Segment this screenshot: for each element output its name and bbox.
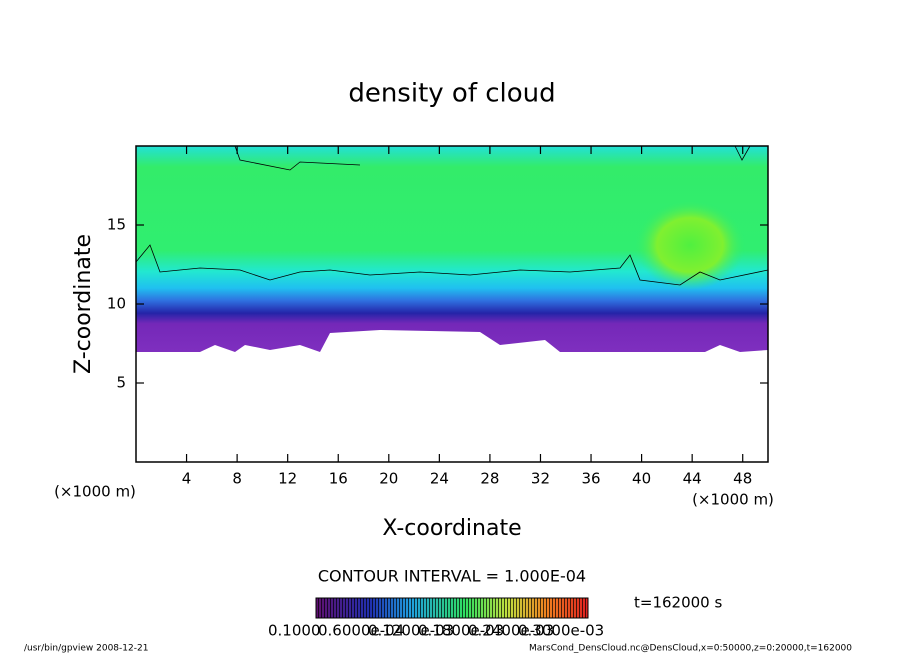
x-tick-label: 40 xyxy=(632,470,651,488)
x-tick-label: 24 xyxy=(430,470,449,488)
x-tick-label: 16 xyxy=(329,470,348,488)
contour-line xyxy=(135,244,769,286)
x-tick-label: 28 xyxy=(480,470,499,488)
y-tick-label: 10 xyxy=(107,295,126,313)
contour-line xyxy=(234,145,361,171)
cloud-density xyxy=(136,146,768,352)
y-unit: (×1000 m) xyxy=(54,483,136,501)
x-tick-label: 48 xyxy=(733,470,752,488)
x-tick-label: 4 xyxy=(182,470,192,488)
contour-line xyxy=(734,145,751,161)
colorbar-labels: 0.10000.6000e-040.1200e-030.1800e-030.24… xyxy=(268,622,604,640)
colorbar-frame xyxy=(315,597,589,619)
colorbar-label: 0.1200e-03 xyxy=(368,622,454,640)
y-tick-label: 15 xyxy=(107,216,126,234)
footer-right: MarsCond_DensCloud.nc@DensCloud,x=0:5000… xyxy=(529,644,852,654)
x-tick-label: 12 xyxy=(278,470,297,488)
y-axis-label: Z-coordinate xyxy=(71,234,96,374)
colorbar-label: 0.1000 xyxy=(268,622,321,640)
x-tick-label: 44 xyxy=(683,470,702,488)
vortex xyxy=(635,200,745,290)
x-tick-label: 20 xyxy=(379,470,398,488)
x-tick-label: 36 xyxy=(581,470,600,488)
chart-title: density of cloud xyxy=(348,79,555,109)
colorbar-label: 0.1800e-03 xyxy=(418,622,504,640)
field xyxy=(135,145,769,352)
colorbar-label: 0.3000e-03 xyxy=(518,622,604,640)
time-label: t=162000 s xyxy=(634,594,722,612)
footer-left: /usr/bin/gpview 2008-12-21 xyxy=(24,644,148,654)
x-unit: (×1000 m) xyxy=(692,491,774,509)
colorbar-label: 0.2400e-03 xyxy=(468,622,554,640)
x-tick-label: 8 xyxy=(232,470,242,488)
colorbar-label: 0.6000e-04 xyxy=(318,622,404,640)
x-axis-label: X-coordinate xyxy=(382,516,521,541)
contour-note: CONTOUR INTERVAL = 1.000E-04 xyxy=(318,567,586,586)
x-tick-label: 32 xyxy=(531,470,550,488)
y-tick-label: 5 xyxy=(116,374,126,392)
